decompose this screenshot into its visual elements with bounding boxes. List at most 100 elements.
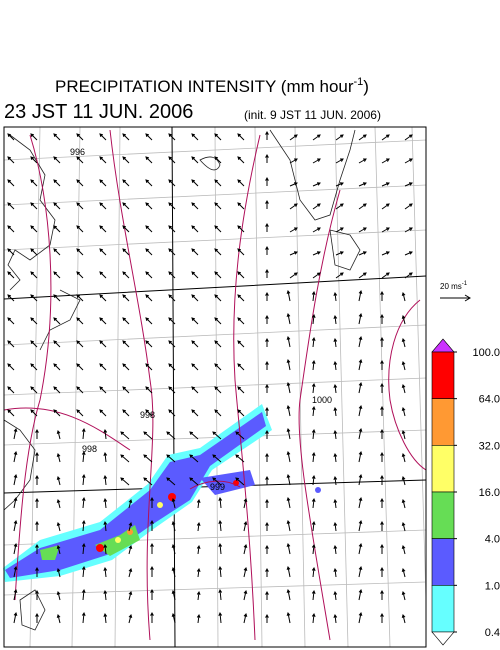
wind-arrow [380,474,384,485]
wind-arrow [381,203,390,210]
wind-arrow [212,477,222,486]
wind-arrow [145,202,153,210]
wind-arrow [120,431,130,440]
wind-arrow [76,225,84,233]
wind-arrow [76,409,84,417]
wind-arrow [265,383,269,393]
wind-arrow [56,613,61,624]
wind-arrow [358,312,363,325]
valid-time: 23 JST 11 JUN. 2006 [4,101,193,123]
wind-arrow [212,431,222,440]
wind-arrow [404,203,413,210]
wind-arrow [333,613,338,624]
wind-arrow [311,313,316,325]
wind-arrow [312,227,321,233]
colorbar-label: 64.0 [479,394,500,406]
wind-arrow [380,589,384,600]
wind-arrow [335,203,344,210]
wind-arrow [7,386,15,394]
wind-arrow [218,565,223,578]
colorbar-segment [431,585,455,633]
wind-arrow [333,314,338,325]
wind-arrow [76,271,84,279]
wind-arrow [81,496,86,509]
wind-arrow [168,271,176,279]
wind-arrow [381,251,390,256]
wind-arrow [30,248,38,256]
wind-arrow [103,543,108,555]
wind-arrow [7,340,15,348]
wind-arrow [401,429,406,440]
wind-arrow [404,134,413,141]
wind-arrow [286,381,291,394]
colorbar-segment [431,538,455,586]
wind-arrow [122,156,130,164]
wind-arrow [30,409,38,417]
wind-arrow [380,566,384,577]
wind-arrow [237,133,245,141]
wind-arrow [286,358,291,371]
wind-arrow [30,179,38,187]
wind-arrow [53,202,61,210]
wind-arrow [99,386,107,394]
wind-arrow [168,317,176,325]
wind-arrow [358,496,363,509]
wind-arrow [243,520,248,532]
wind-arrow [191,340,199,348]
wind-arrow [401,475,406,486]
wind-arrow [237,271,245,279]
wind-arrow [286,611,291,624]
wind-arrow [76,179,84,187]
wind-arrow [103,589,108,601]
wind-arrow [53,317,61,325]
wind-arrow [237,340,245,348]
wind-arrow [358,158,367,164]
wind-arrow [120,477,130,486]
wind-arrow [145,248,153,256]
wind-arrow [168,225,176,233]
wind-arrow [311,520,316,532]
wind-arrow [30,317,38,325]
wind-arrow [53,248,61,256]
wind-arrow [214,294,222,302]
wind-arrow [358,473,363,486]
wind-arrow [56,452,61,463]
wind-arrow [53,409,61,417]
wind-arrow [358,134,367,141]
wind-arrow [311,543,316,555]
wind-arrow [196,613,201,624]
wind-arrow [333,383,338,394]
wind-arrow [103,451,108,463]
wind-arrow [143,477,153,486]
wind-arrow [401,360,406,371]
colorbar-over [431,338,455,353]
title-sup: -1 [354,76,364,88]
wind-arrow [381,134,390,141]
wind-arrow [145,317,153,325]
coastlines [3,129,361,631]
wind-arrow [358,227,367,233]
wind-arrow [191,271,199,279]
wind-arrow [404,272,413,279]
wind-arrow [380,336,384,347]
wind-arrow [265,245,269,255]
wind-arrow [30,294,38,302]
colorbar-label: 32.0 [479,440,500,452]
wind-arrow [237,202,245,210]
wind-arrow [30,363,38,371]
init-time: (init. 9 JST 11 JUN. 2006) [244,108,381,122]
wind-arrow [237,317,245,325]
wind-arrow [143,454,153,463]
wind-arrow [380,612,384,623]
map: 996 998 1000 999 998 [3,126,427,648]
wind-arrow [333,567,338,578]
wind-arrow [76,386,84,394]
wind-arrow [358,289,363,302]
wind-arrow [53,156,61,164]
wind-arrow [122,363,130,371]
wind-arrow [35,612,39,623]
wind-arrow [289,182,298,187]
isobar-label: 1000 [312,395,332,405]
wind-arrow [191,133,199,141]
